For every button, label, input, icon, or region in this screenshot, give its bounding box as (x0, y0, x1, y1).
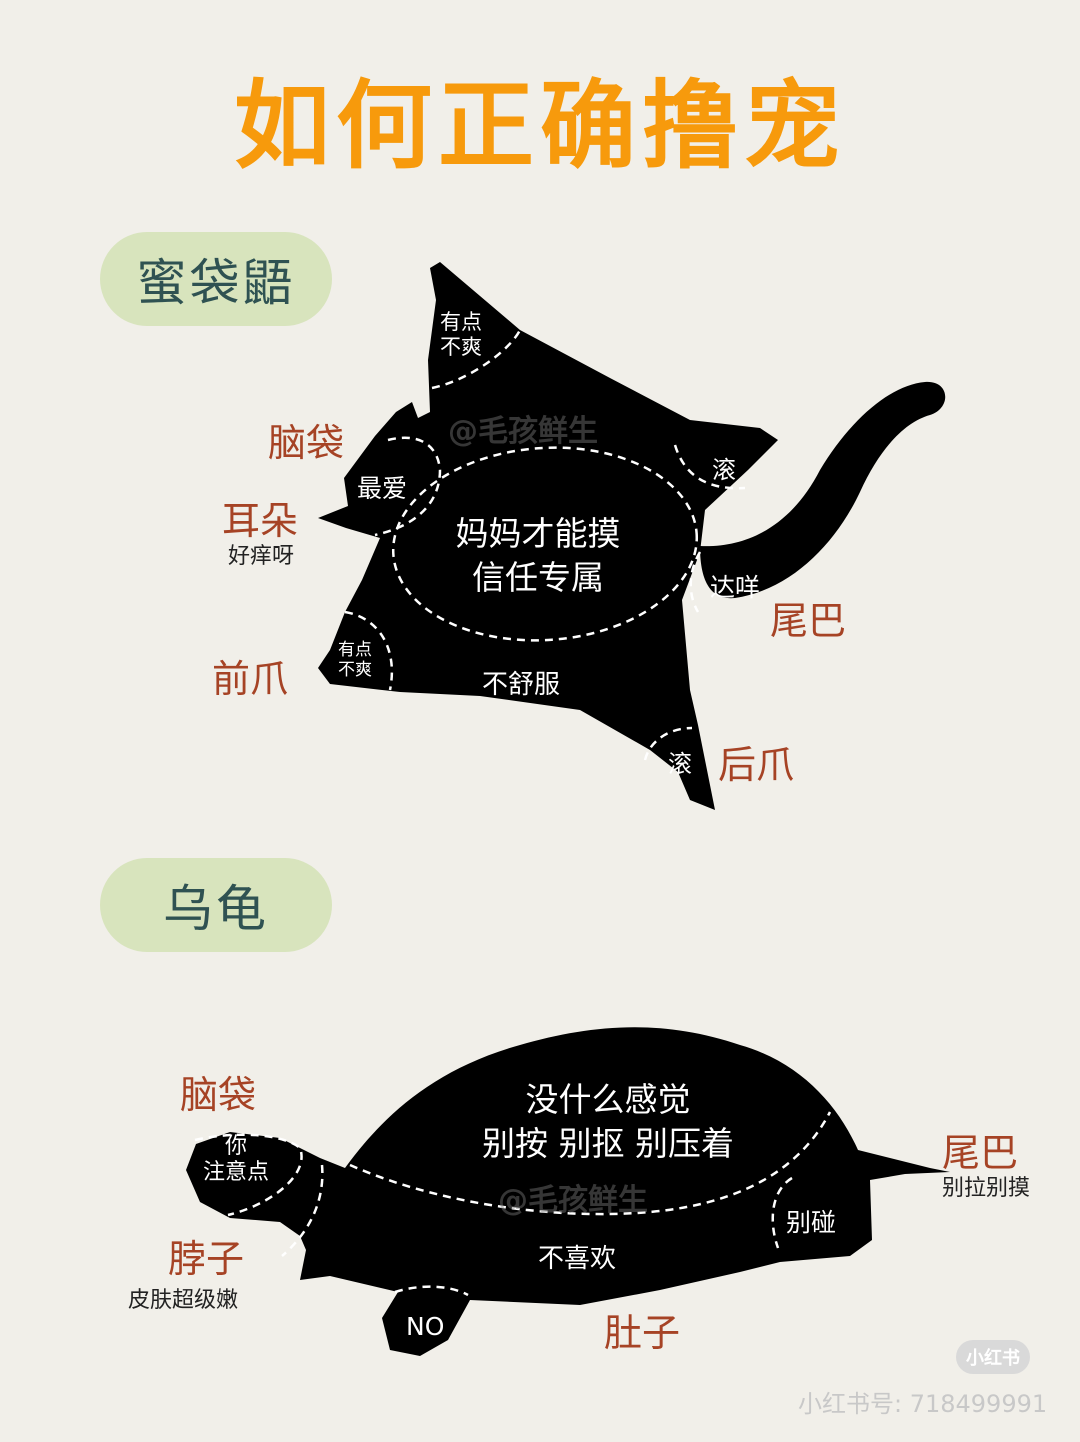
turtle-zone-head: 你 注意点 (202, 1134, 269, 1186)
glider-tail-label: 尾巴 (770, 599, 847, 643)
turtle-neck-label: 脖子 (168, 1237, 245, 1281)
turtle-tail-label: 尾巴 (942, 1131, 1019, 1175)
turtle-zone-lines (194, 1111, 832, 1297)
glider-silhouette (318, 262, 946, 810)
turtle-zone-shell-line1: 没什么感觉 (525, 1080, 691, 1119)
glider-zone-hind-paw: 滚 (668, 750, 692, 778)
xiaohongshu-logo: 小红书 (956, 1340, 1030, 1374)
glider-watermark: @毛孩鲜生 (448, 414, 598, 449)
turtle-zone-shell-line2: 别按 别抠 别压着 (482, 1124, 734, 1163)
glider-ear-note: 好痒呀 (228, 544, 295, 569)
footer-account-id: 小红书号: 718499991 (798, 1390, 1048, 1418)
glider-ear-label: 耳朵 (222, 499, 299, 543)
turtle-section-label: 乌龟 (100, 858, 332, 952)
page-title: 如何正确撸宠 (234, 70, 846, 182)
turtle-neck-note: 皮肤超级嫩 (128, 1288, 239, 1313)
glider-zone-tail-base: 达咩 (710, 573, 761, 602)
glider-zone-back-line2: 信任专属 (472, 558, 604, 597)
turtle-zone-rear: 别碰 (786, 1208, 837, 1237)
glider-zone-lines (344, 329, 746, 761)
glider-zone-back-line1: 妈妈才能摸 (455, 514, 621, 553)
turtle-head-label: 脑袋 (180, 1073, 257, 1117)
glider-front-paw-label: 前爪 (212, 657, 289, 701)
glider-head-label: 脑袋 (268, 421, 345, 465)
glider-hind-paw-label: 后爪 (718, 743, 795, 787)
glider-section-label: 蜜袋鼯 (100, 232, 332, 326)
turtle-silhouette (186, 1027, 950, 1356)
glider-zone-belly: 不舒服 (482, 670, 561, 700)
turtle-belly-label: 肚子 (604, 1311, 681, 1355)
glider-zone-right-wing: 滚 (712, 456, 736, 484)
turtle-tail-note: 别拉别摸 (942, 1176, 1031, 1201)
glider-zone-top: 有点 不爽 (440, 310, 482, 360)
turtle-watermark: @毛孩鲜生 (498, 1183, 648, 1218)
glider-zone-head: 最爱 (357, 474, 408, 503)
turtle-zone-leg: NO (406, 1312, 445, 1341)
glider-zone-front-paw: 有点 不爽 (338, 640, 372, 681)
turtle-zone-belly: 不喜欢 (538, 1244, 617, 1274)
